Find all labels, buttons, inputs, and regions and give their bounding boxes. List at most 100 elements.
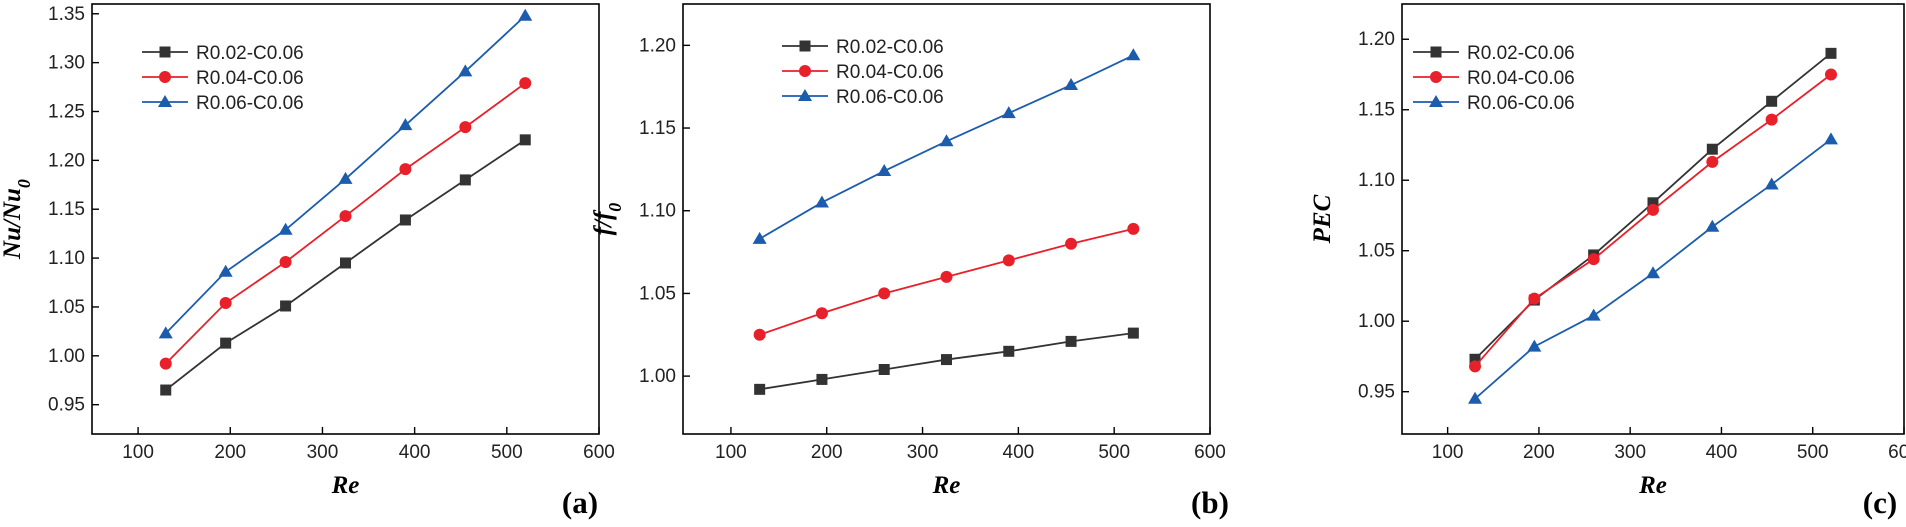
x-tick-label: 300 <box>1614 442 1646 463</box>
x-axis-title: Re <box>932 472 961 499</box>
y-tick-label: 1.20 <box>48 150 85 171</box>
x-tick-label: 400 <box>399 442 431 463</box>
data-point <box>1001 106 1016 119</box>
data-point <box>1064 78 1079 91</box>
data-point <box>398 118 413 131</box>
plot-frame <box>682 3 1211 435</box>
data-point <box>753 328 766 341</box>
data-point <box>1825 47 1837 59</box>
data-point <box>939 134 954 147</box>
data-point <box>816 373 828 385</box>
x-tick-label: 100 <box>715 442 747 463</box>
chart-panel-a: 100 200 300 400 500 600 0.95 1.00 1.05 1.10 1.15 1.… <box>0 3 615 520</box>
data-point <box>280 300 292 312</box>
x-tick-label: 300 <box>307 442 339 463</box>
x-tick-label: 200 <box>1523 442 1555 463</box>
x-tick-label: 600 <box>1888 442 1906 463</box>
y-axis-title: f/f0 <box>590 203 625 236</box>
data-point <box>1127 327 1139 339</box>
legend-marker <box>799 40 811 52</box>
data-point <box>158 326 173 339</box>
x-tick-label: 400 <box>1706 442 1738 463</box>
y-axis-title-subscript: 0 <box>14 179 34 188</box>
data-point <box>458 64 473 77</box>
data-point <box>399 163 412 176</box>
series-R0.04-C0.06 <box>753 222 1140 341</box>
legend-label: R0.06-C0.06 <box>836 87 944 108</box>
data-point <box>399 214 411 226</box>
data-point <box>338 171 353 184</box>
data-point <box>1587 253 1600 266</box>
y-tick-label: 1.20 <box>639 35 676 56</box>
legend-marker <box>799 65 811 77</box>
data-point <box>1823 132 1838 145</box>
legend-marker <box>158 95 172 107</box>
chart-panel-c: 100 200 300 400 500 600 0.95 1.00 1.05 1.10 1.15 1.… <box>1309 3 1906 520</box>
series-R0.02-C0.06 <box>160 134 531 396</box>
data-point <box>220 337 232 349</box>
legend-label: R0.06-C0.06 <box>1467 93 1575 114</box>
data-point <box>1766 95 1778 107</box>
data-point <box>1527 339 1542 352</box>
y-tick-label: 1.00 <box>1358 311 1395 332</box>
plot-frame <box>91 3 600 435</box>
panel-label: (c) <box>1863 485 1897 520</box>
data-point <box>1647 197 1659 209</box>
y-tick-label: 1.20 <box>1358 29 1395 50</box>
data-point <box>941 354 952 366</box>
data-point <box>878 364 890 375</box>
data-point <box>1469 353 1481 365</box>
legend-label: R0.02-C0.06 <box>836 37 944 58</box>
x-tick-label: 600 <box>583 442 615 463</box>
data-point <box>1824 68 1837 81</box>
y-tick-label: 1.30 <box>48 53 85 74</box>
x-tick-label: 400 <box>1003 442 1035 463</box>
data-point <box>1065 335 1077 347</box>
chart-panel-b: 100 200 300 400 500 600 1.00 1.05 1.10 1.15 1.20 Re… <box>590 3 1229 520</box>
legend-label: R0.04-C0.06 <box>836 62 944 83</box>
series-R0.04-C0.06 <box>159 77 532 370</box>
x-tick-label: 600 <box>1194 442 1226 463</box>
y-tick-label: 1.35 <box>48 4 85 25</box>
series-R0.06-C0.06 <box>158 8 533 339</box>
y-tick-label: 1.05 <box>639 283 676 304</box>
legend-marker <box>798 89 812 101</box>
data-point <box>1469 360 1482 373</box>
x-tick-label: 200 <box>811 442 843 463</box>
data-point <box>518 8 533 21</box>
data-point <box>1706 155 1719 168</box>
data-point <box>815 307 828 320</box>
data-point <box>1705 219 1720 232</box>
data-point <box>278 222 293 235</box>
data-point <box>459 121 472 134</box>
data-point <box>218 264 233 277</box>
data-point <box>279 256 292 268</box>
panel-label: (a) <box>562 485 598 520</box>
data-point <box>940 270 953 283</box>
data-point <box>1127 222 1140 235</box>
y-tick-label: 1.25 <box>48 102 85 123</box>
data-point <box>1647 203 1659 216</box>
y-tick-label: 1.15 <box>1358 100 1395 121</box>
y-axis-title: Nu/Nu0 <box>0 179 34 260</box>
y-tick-label: 1.10 <box>1358 170 1395 191</box>
plot-frame <box>1401 3 1905 435</box>
data-point <box>160 384 172 396</box>
panel-label: (b) <box>1191 485 1229 520</box>
y-tick-label: 0.95 <box>48 395 85 416</box>
x-axis-title: Re <box>331 472 360 499</box>
legend-marker <box>1429 95 1443 107</box>
y-tick-label: 1.10 <box>639 201 676 222</box>
series-R0.04-C0.06 <box>1469 68 1837 373</box>
x-tick-label: 100 <box>122 442 154 463</box>
data-point <box>1126 48 1141 61</box>
y-tick-label: 1.05 <box>48 297 85 318</box>
legend-label: R0.04-C0.06 <box>196 68 304 89</box>
legend-label: R0.02-C0.06 <box>196 43 304 64</box>
legend-label: R0.02-C0.06 <box>1467 43 1575 64</box>
y-tick-label: 1.00 <box>639 366 676 387</box>
legend-label: R0.04-C0.06 <box>1467 68 1575 89</box>
x-axis-title: Re <box>1638 472 1667 499</box>
data-point <box>814 195 829 208</box>
